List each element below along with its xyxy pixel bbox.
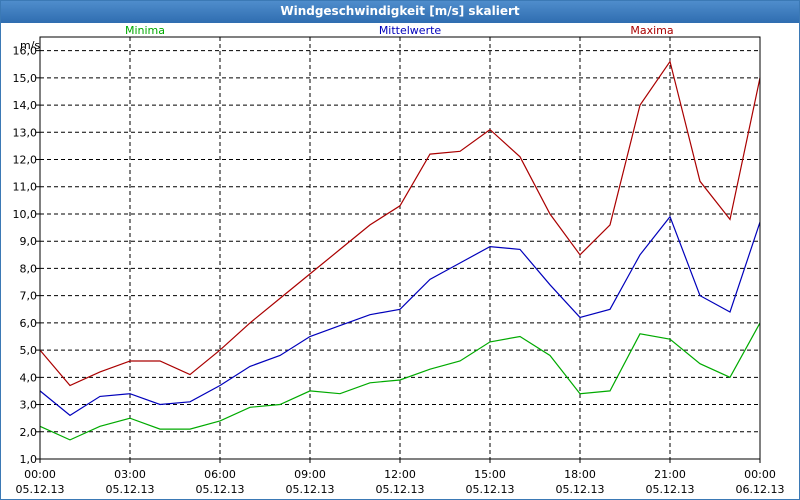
x-tick-time-label: 21:00 [654, 468, 686, 481]
y-tick-label: 3,0 [20, 399, 38, 412]
y-tick-label: 2,0 [20, 426, 38, 439]
y-tick-label: 16,0 [13, 45, 38, 58]
y-tick-label: 9,0 [20, 235, 38, 248]
series-line-maxima [39, 60, 761, 387]
y-tick-label: 15,0 [13, 72, 38, 85]
window-title: Windgeschwindigkeit [m/s] skaliert [280, 4, 520, 18]
x-tick-date-label: 05.12.13 [556, 483, 605, 496]
y-tick-label: 5,0 [20, 344, 38, 357]
y-tick-label: 13,0 [13, 126, 38, 139]
y-tick-label: 12,0 [13, 154, 38, 167]
wind-speed-chart: m/s Minima Mittelwerte Maxima 1,0 2,0 3,0 4,0… [13, 24, 785, 496]
x-tick-time-label: 12:00 [384, 468, 416, 481]
x-tick-date-label: 05.12.13 [16, 483, 65, 496]
legend-entry-maxima: Maxima [630, 24, 673, 37]
x-tick-time-label: 03:00 [114, 468, 146, 481]
x-tick-date-label: 06.12.13 [736, 483, 785, 496]
x-tick-date-label: 05.12.13 [106, 483, 155, 496]
x-tick-time-label: 18:00 [564, 468, 596, 481]
x-tick-time-label: 15:00 [474, 468, 506, 481]
y-tick-label: 1,0 [20, 453, 38, 466]
title-bar: Windgeschwindigkeit [m/s] skaliert [1, 1, 799, 23]
x-tick-date-label: 05.12.13 [286, 483, 335, 496]
y-tick-label: 4,0 [20, 371, 38, 384]
series-line-minima [39, 322, 761, 441]
x-tick-date-label: 05.12.13 [466, 483, 515, 496]
series-line-mittelwerte [39, 215, 761, 417]
x-tick-time-label: 00:00 [744, 468, 776, 481]
legend-entry-mittelwerte: Mittelwerte [379, 24, 442, 37]
y-tick-label: 6,0 [20, 317, 38, 330]
x-tick-date-label: 05.12.13 [646, 483, 695, 496]
y-tick-label: 8,0 [20, 262, 38, 275]
y-axis-label: m/s [20, 39, 40, 52]
x-tick-date-label: 05.12.13 [376, 483, 425, 496]
x-tick-time-label: 09:00 [294, 468, 326, 481]
y-tick-label: 7,0 [20, 290, 38, 303]
x-tick-time-label: 00:00 [24, 468, 56, 481]
y-tick-label: 14,0 [13, 99, 38, 112]
legend-entry-minima: Minima [125, 24, 165, 37]
y-tick-label: 11,0 [13, 181, 38, 194]
x-tick-time-label: 06:00 [204, 468, 236, 481]
x-tick-date-label: 05.12.13 [196, 483, 245, 496]
y-tick-label: 10,0 [13, 208, 38, 221]
